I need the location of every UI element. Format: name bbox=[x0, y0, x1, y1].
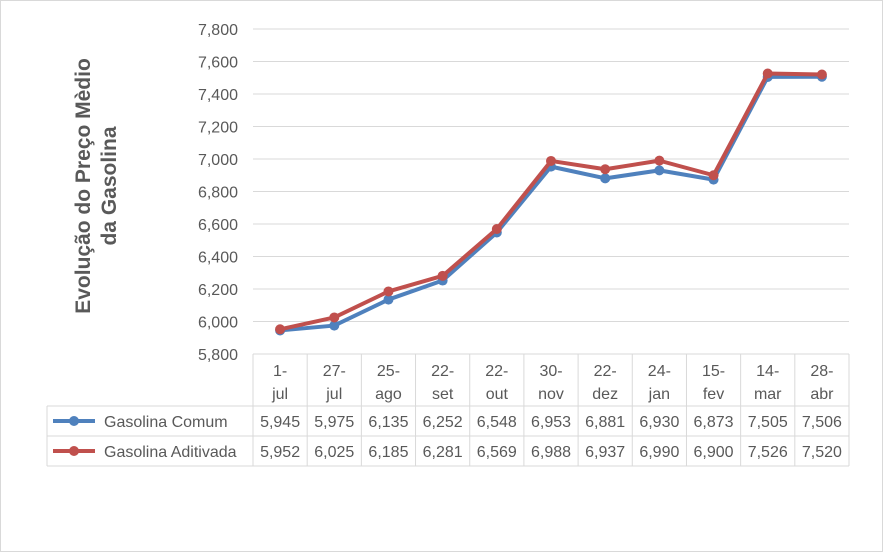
x-tick-label: set bbox=[432, 386, 454, 403]
data-table-cell: 6,135 bbox=[368, 414, 408, 431]
x-tick-label: jan bbox=[648, 386, 670, 403]
x-tick-label: mar bbox=[754, 386, 782, 403]
data-table-cell: 6,953 bbox=[531, 414, 571, 431]
data-point bbox=[383, 286, 394, 297]
legend-label: Gasolina Comum bbox=[104, 414, 228, 431]
data-table-cell: 6,990 bbox=[639, 444, 679, 461]
data-point bbox=[600, 173, 611, 184]
data-point bbox=[546, 155, 556, 166]
data-point bbox=[762, 68, 773, 79]
series-line-0 bbox=[279, 74, 822, 333]
x-tick-label: fev bbox=[703, 386, 724, 403]
x-tick-label: jul bbox=[271, 386, 288, 403]
data-point bbox=[383, 294, 394, 305]
data-point bbox=[491, 224, 502, 235]
data-point bbox=[275, 324, 286, 335]
data-table-cell: 6,252 bbox=[423, 414, 463, 431]
data-point bbox=[329, 312, 340, 323]
data-table-cell: 5,952 bbox=[260, 444, 300, 461]
data-table-cell: 6,900 bbox=[694, 444, 734, 461]
y-tick-label: 6,800 bbox=[198, 185, 238, 202]
y-tick-label: 5,800 bbox=[198, 347, 238, 364]
x-tick-label: 1- bbox=[273, 363, 287, 380]
y-axis-title: Evolução do Preço Mèdio da Gasolina bbox=[72, 58, 121, 314]
data-table-cell: 6,548 bbox=[477, 414, 517, 431]
legend-marker-0 bbox=[69, 416, 79, 426]
x-tick-label: dez bbox=[592, 386, 618, 403]
data-table-cell: 6,930 bbox=[639, 414, 679, 431]
y-tick-label: 6,000 bbox=[198, 315, 238, 332]
x-tick-label: 15- bbox=[702, 363, 725, 380]
y-tick-label: 7,600 bbox=[198, 55, 238, 72]
data-table-cell: 6,281 bbox=[423, 444, 463, 461]
y-axis-title-line: Evolução do Preço Mèdio bbox=[72, 58, 95, 314]
x-tick-label: ago bbox=[375, 386, 402, 403]
series-line-1 bbox=[279, 71, 822, 332]
data-point bbox=[600, 164, 611, 175]
y-tick-label: 7,200 bbox=[198, 120, 238, 137]
x-tick-label: nov bbox=[538, 386, 564, 403]
y-tick-label: 6,600 bbox=[198, 217, 238, 234]
y-axis-title-line: da Gasolina bbox=[98, 126, 121, 245]
data-table-cell: 6,025 bbox=[314, 444, 354, 461]
x-tick-label: 24- bbox=[648, 363, 671, 380]
y-tick-label: 6,200 bbox=[198, 282, 238, 299]
y-tick-label: 7,800 bbox=[198, 22, 238, 39]
data-table-cell: 6,881 bbox=[585, 414, 625, 431]
data-table-cell: 6,569 bbox=[477, 444, 517, 461]
data-table-cell: 5,945 bbox=[260, 414, 300, 431]
y-tick-label: 7,000 bbox=[198, 152, 238, 169]
data-point bbox=[437, 270, 448, 281]
data-point bbox=[816, 69, 827, 80]
x-tick-label: 22- bbox=[485, 363, 508, 380]
data-point bbox=[708, 170, 719, 181]
y-tick-label: 7,400 bbox=[198, 87, 238, 104]
x-tick-label: jul bbox=[325, 386, 342, 403]
x-tick-label: 22- bbox=[594, 363, 617, 380]
legend-marker-1 bbox=[69, 446, 79, 456]
data-point bbox=[329, 320, 340, 331]
x-tick-label: 25- bbox=[377, 363, 400, 380]
x-tick-label: abr bbox=[810, 386, 834, 403]
x-tick-label: 22- bbox=[431, 363, 454, 380]
data-table-cell: 6,988 bbox=[531, 444, 571, 461]
x-tick-label: 28- bbox=[810, 363, 833, 380]
data-table-cell: 6,185 bbox=[368, 444, 408, 461]
y-tick-label: 6,400 bbox=[198, 250, 238, 267]
data-table-cell: 5,975 bbox=[314, 414, 354, 431]
x-tick-label: out bbox=[486, 386, 509, 403]
x-tick-label: 27- bbox=[323, 363, 346, 380]
data-point bbox=[654, 165, 665, 176]
data-table-cell: 7,506 bbox=[802, 414, 842, 431]
data-table-cell: 7,526 bbox=[748, 444, 788, 461]
data-table-cell: 6,873 bbox=[694, 414, 734, 431]
x-tick-label: 14- bbox=[756, 363, 779, 380]
data-point bbox=[654, 155, 665, 166]
legend-label: Gasolina Aditivada bbox=[104, 444, 237, 461]
data-table-cell: 6,937 bbox=[585, 444, 625, 461]
data-table-cell: 7,520 bbox=[802, 444, 842, 461]
data-table-cell: 7,505 bbox=[748, 414, 788, 431]
x-tick-label: 30- bbox=[539, 363, 562, 380]
